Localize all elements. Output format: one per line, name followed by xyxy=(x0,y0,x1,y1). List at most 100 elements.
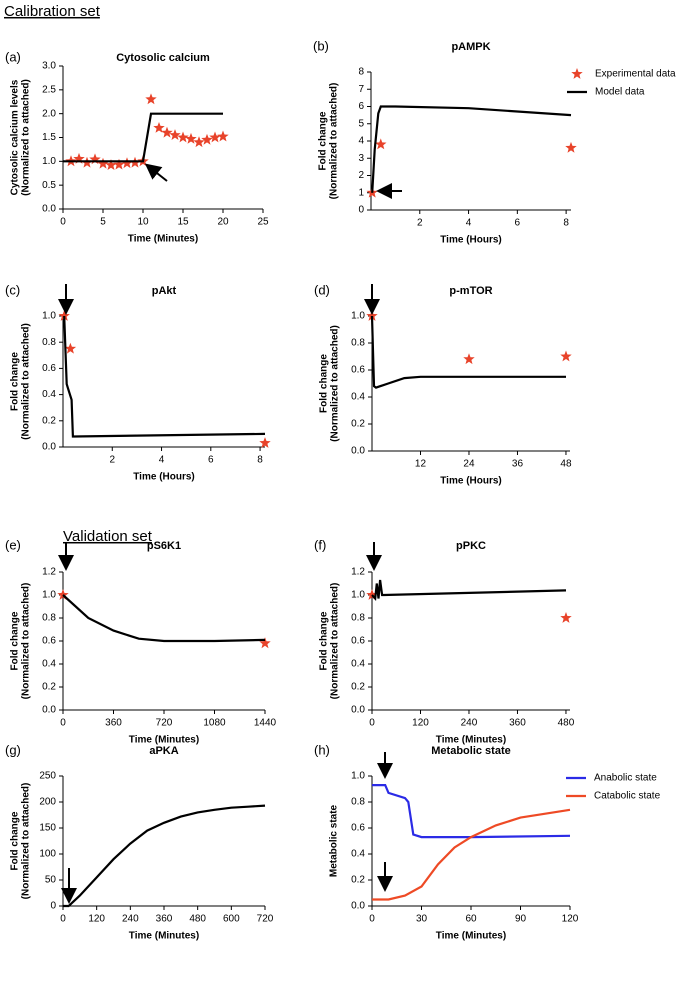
y-tick-label: 0.8 xyxy=(351,797,365,808)
y-tick-label: 0.2 xyxy=(351,682,365,693)
data-point xyxy=(209,131,221,143)
x-axis-label: Time (Hours) xyxy=(440,235,502,246)
x-tick-label: 6 xyxy=(515,218,521,229)
x-tick-label: 120 xyxy=(562,914,579,925)
x-tick-label: 10 xyxy=(137,217,149,228)
x-tick-label: 360 xyxy=(105,718,122,729)
x-tick-label: 120 xyxy=(412,718,429,729)
data-point xyxy=(560,350,572,362)
y-tick-label: 1.0 xyxy=(351,590,365,601)
data-point xyxy=(153,122,165,133)
x-tick-label: 24 xyxy=(463,459,475,470)
x-tick-label: 240 xyxy=(122,914,139,925)
chart-title: Metabolic state xyxy=(431,745,510,757)
y-tick-label: 1.0 xyxy=(42,590,56,601)
y-tick-label: 0.5 xyxy=(42,180,56,191)
data-point xyxy=(57,589,69,600)
x-tick-label: 240 xyxy=(461,718,478,729)
data-point xyxy=(366,310,378,321)
chart-title: pS6K1 xyxy=(147,540,181,552)
y-tick-label: 1.2 xyxy=(42,567,56,578)
y-axis-label: (Normalized to attached) xyxy=(21,583,32,700)
y-axis-label: (Normalized to attached) xyxy=(21,79,32,196)
x-tick-label: 2 xyxy=(417,218,423,229)
y-tick-label: 0.0 xyxy=(42,705,56,716)
y-tick-label: 2.5 xyxy=(42,84,56,95)
y-tick-label: 5 xyxy=(358,118,364,129)
y-axis-label: Cytosolic calcium levels xyxy=(10,79,21,195)
legend-label: Catabolic state xyxy=(594,791,661,802)
data-point xyxy=(113,158,125,170)
data-point xyxy=(259,437,271,448)
x-tick-label: 5 xyxy=(100,217,106,228)
data-point xyxy=(177,131,189,143)
x-axis-label: Time (Minutes) xyxy=(436,931,506,942)
y-tick-label: 1.0 xyxy=(42,311,56,322)
data-line xyxy=(372,784,571,839)
x-tick-label: 12 xyxy=(415,459,427,470)
y-axis-label: Fold change xyxy=(10,811,21,870)
y-tick-label: 1.0 xyxy=(351,771,365,782)
chart-title: Cytosolic calcium xyxy=(116,52,210,64)
y-tick-label: 6 xyxy=(358,101,364,112)
x-tick-label: 8 xyxy=(257,455,263,466)
data-line xyxy=(371,579,567,602)
y-tick-label: 0.8 xyxy=(42,337,56,348)
x-tick-label: 0 xyxy=(60,718,66,729)
y-axis-label: Fold change xyxy=(319,354,330,413)
data-point xyxy=(145,93,157,105)
x-tick-label: 25 xyxy=(257,217,269,228)
data-point xyxy=(97,157,109,169)
data-line xyxy=(63,112,223,163)
x-tick-label: 2 xyxy=(109,455,115,466)
chart-title: pAMPK xyxy=(451,41,490,53)
y-tick-label: 0.2 xyxy=(42,682,56,693)
section-title: Calibration set xyxy=(4,3,101,20)
y-tick-label: 4 xyxy=(358,136,364,147)
data-point xyxy=(366,589,378,600)
y-tick-label: 0.2 xyxy=(351,875,365,886)
data-point xyxy=(89,153,101,165)
x-tick-label: 90 xyxy=(515,914,527,925)
x-tick-label: 360 xyxy=(509,718,526,729)
y-tick-label: 0.4 xyxy=(351,849,365,860)
legend-label: Experimental data xyxy=(595,69,676,80)
x-tick-label: 0 xyxy=(369,914,375,925)
y-tick-label: 0.2 xyxy=(42,415,56,426)
data-point xyxy=(463,353,475,365)
x-tick-label: 1440 xyxy=(254,718,277,729)
y-tick-label: 8 xyxy=(358,67,364,78)
y-tick-label: 0.2 xyxy=(351,419,365,430)
section-title: Validation set xyxy=(63,528,153,545)
x-tick-label: 360 xyxy=(156,914,173,925)
x-tick-label: 8 xyxy=(563,218,569,229)
data-point xyxy=(259,637,271,649)
y-tick-label: 0.8 xyxy=(42,613,56,624)
data-point xyxy=(185,132,197,144)
data-line xyxy=(371,105,572,193)
x-axis-label: Time (Hours) xyxy=(133,472,195,483)
x-tick-label: 0 xyxy=(60,914,66,925)
x-tick-label: 0 xyxy=(60,217,66,228)
y-tick-label: 200 xyxy=(39,797,56,808)
x-tick-label: 6 xyxy=(208,455,214,466)
x-tick-label: 20 xyxy=(217,217,229,228)
arrow xyxy=(144,163,168,182)
panel-label: (b) xyxy=(313,38,329,53)
y-tick-label: 0.8 xyxy=(351,613,365,624)
y-tick-label: 0.4 xyxy=(351,659,365,670)
y-axis-label: (Normalized to attached) xyxy=(329,83,340,200)
y-tick-label: 0.6 xyxy=(351,823,365,834)
x-tick-label: 720 xyxy=(156,718,173,729)
data-point xyxy=(217,130,229,142)
panel-label: (h) xyxy=(314,742,330,757)
y-tick-label: 0.8 xyxy=(351,338,365,349)
x-tick-label: 4 xyxy=(466,218,472,229)
y-axis-label: Fold change xyxy=(319,611,330,670)
legend-label: Model data xyxy=(595,87,645,98)
y-tick-label: 250 xyxy=(39,771,56,782)
y-tick-label: 150 xyxy=(39,823,56,834)
x-tick-label: 4 xyxy=(159,455,165,466)
panel-label: (e) xyxy=(5,537,21,552)
